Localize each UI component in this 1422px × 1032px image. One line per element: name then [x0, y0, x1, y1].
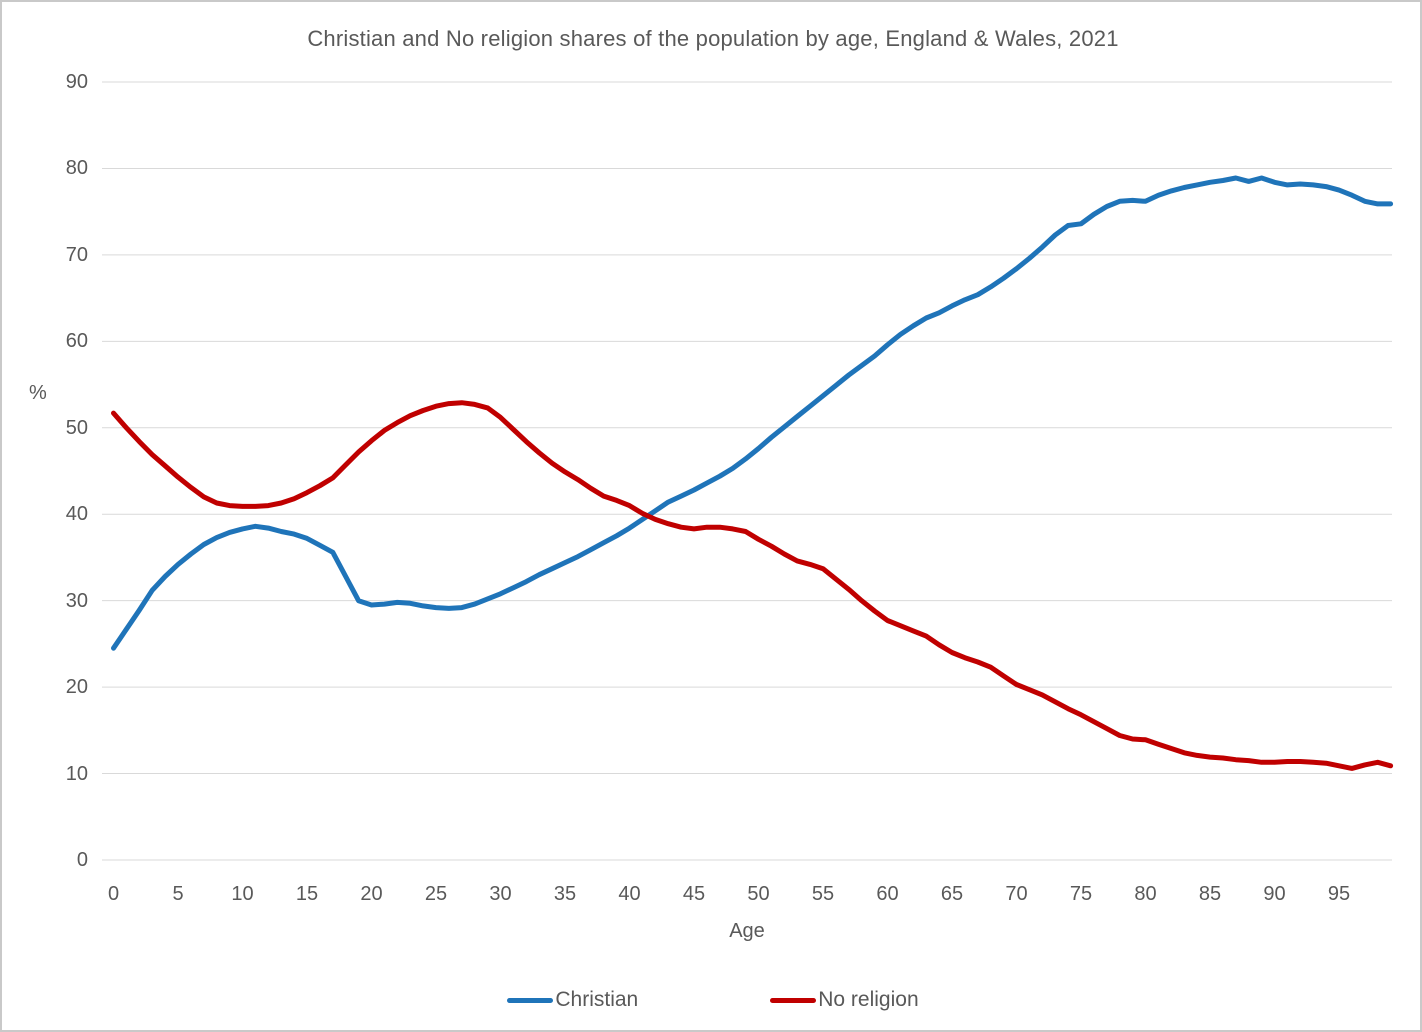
y-tick-label: 90: [65, 71, 88, 93]
y-tick-label: 80: [65, 157, 88, 180]
x-tick-label: 50: [747, 883, 770, 905]
x-axis-title: Age: [729, 920, 765, 942]
x-tick-label: 5: [172, 883, 184, 905]
chart-title: Christian and No religion shares of the …: [307, 26, 1119, 51]
x-tick-label: 45: [682, 883, 706, 905]
series-line-no-religion: [111, 400, 1394, 771]
legend-item-christian: Christian: [507, 988, 638, 1012]
y-tick-label: 10: [65, 762, 88, 785]
y-tick-label: 40: [65, 503, 88, 526]
legend-item-no-religion: No religion: [770, 988, 919, 1012]
x-tick-label: 90: [1263, 883, 1286, 905]
x-tick-label: 20: [360, 883, 383, 905]
x-tick-label: 30: [489, 883, 512, 905]
y-tick-label: 60: [65, 330, 88, 353]
legend-line-swatch-christian: [507, 997, 554, 1003]
series-line-christian: [111, 175, 1394, 651]
x-tick-label: 95: [1327, 883, 1351, 905]
x-tick-label: 55: [811, 883, 835, 905]
y-tick-label: 20: [65, 676, 88, 699]
x-tick-label: 60: [876, 883, 899, 905]
x-tick-label: 10: [231, 883, 254, 905]
legend-line-swatch-no-religion: [770, 997, 817, 1003]
legend-label-christian: Christian: [555, 988, 639, 1011]
x-tick-label: 80: [1134, 883, 1157, 905]
x-tick-label: 0: [107, 883, 120, 905]
x-tick-label: 15: [295, 883, 319, 905]
y-tick-label: 0: [76, 849, 88, 871]
x-tick-label: 70: [1005, 883, 1028, 905]
x-tick-label: 35: [553, 883, 577, 905]
y-tick-label: 30: [65, 589, 88, 612]
legend-label-no-religion: No religion: [818, 988, 919, 1011]
x-tick-label: 40: [618, 883, 641, 905]
x-tick-label: 65: [940, 883, 964, 905]
y-axis-unit-label: %: [29, 382, 47, 404]
legend: Christian No religion: [2, 980, 1420, 1020]
y-tick-label: 50: [65, 416, 88, 439]
y-tick-label: 70: [65, 243, 88, 266]
x-tick-label: 25: [424, 883, 448, 905]
x-tick-label: 75: [1069, 883, 1093, 905]
x-tick-label: 85: [1198, 883, 1222, 905]
